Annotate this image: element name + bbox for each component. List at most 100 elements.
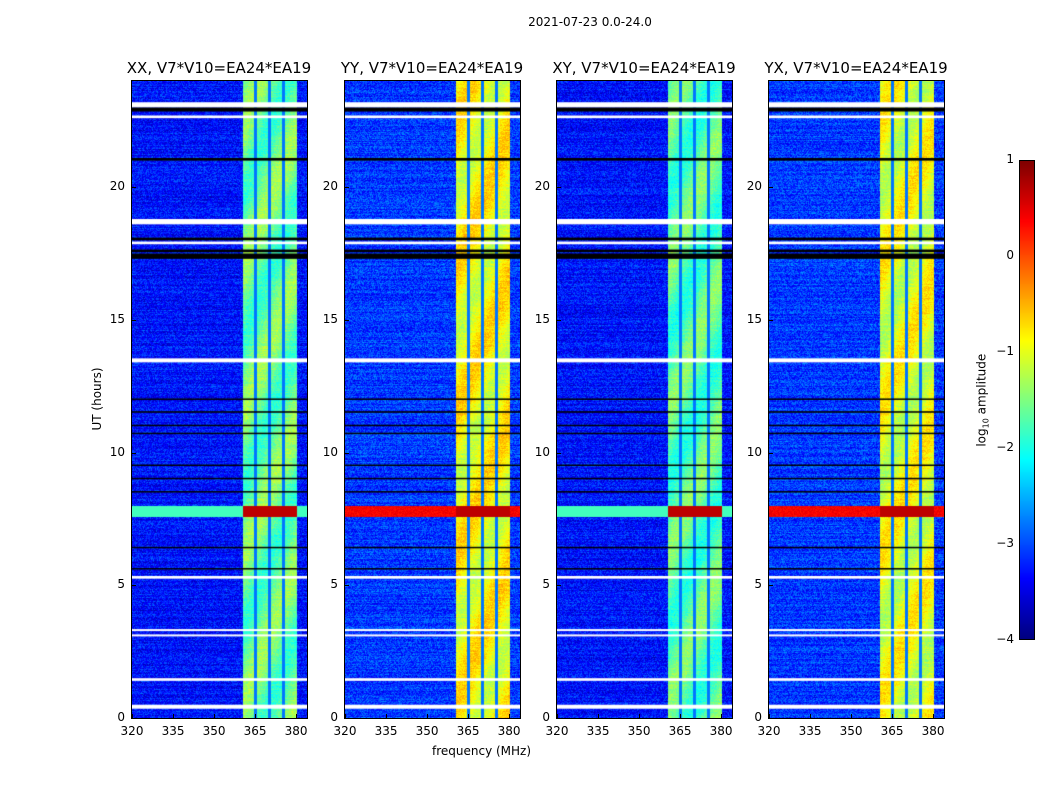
panel-title: XY, V7*V10=EA24*EA19: [552, 59, 736, 77]
y-tick-mark: [132, 452, 136, 454]
x-tick-label: 365: [668, 724, 692, 738]
x-tick-mark: [639, 714, 641, 718]
y-tick-label: 0: [117, 710, 125, 724]
x-tick-mark: [255, 714, 257, 718]
y-tick-label: 15: [534, 311, 550, 326]
y-tick-mark: [769, 187, 773, 189]
x-tick-label: 350: [415, 724, 439, 738]
panel-title: YX, V7*V10=EA24*EA19: [764, 59, 948, 77]
x-tick-mark: [132, 714, 133, 718]
x-tick-mark: [851, 714, 853, 718]
colorbar-gradient: [1020, 161, 1034, 639]
heatmap-image: [132, 81, 307, 718]
y-tick-label: 10: [109, 444, 125, 459]
x-tick-label: 320: [545, 724, 569, 738]
colorbar-tick-label: 0: [1006, 248, 1014, 262]
y-tick-mark: [345, 187, 349, 189]
y-tick-mark: [132, 718, 136, 719]
y-tick-label: 20: [746, 179, 762, 194]
x-tick-label: 365: [456, 724, 480, 738]
y-tick-mark: [769, 452, 773, 454]
colorbar-label-rest: amplitude: [974, 353, 989, 419]
y-tick-mark: [557, 452, 561, 454]
x-tick-label: 380: [497, 724, 521, 738]
x-tick-label: 350: [627, 724, 651, 738]
colorbar-tick-label: −4: [996, 632, 1014, 646]
y-tick-mark: [769, 585, 773, 587]
y-tick-mark: [345, 319, 349, 321]
y-tick-mark: [345, 452, 349, 454]
y-tick-label: 5: [542, 577, 550, 592]
x-tick-mark: [345, 714, 346, 718]
y-tick-mark: [769, 319, 773, 321]
y-tick-label: 5: [117, 577, 125, 592]
y-tick-mark: [769, 718, 773, 719]
panel-title: YY, V7*V10=EA24*EA19: [340, 59, 524, 77]
colorbar-tick-label: −2: [996, 440, 1014, 454]
x-tick-label: 335: [586, 724, 610, 738]
x-tick-mark: [933, 714, 935, 718]
x-tick-label: 350: [202, 724, 226, 738]
heatmap-panel: [131, 80, 308, 719]
heatmap-image: [345, 81, 520, 718]
x-tick-mark: [214, 714, 216, 718]
x-tick-mark: [468, 714, 470, 718]
x-tick-label: 335: [374, 724, 398, 738]
colorbar-label-sub: 10: [981, 418, 991, 429]
y-tick-label: 15: [746, 311, 762, 326]
colorbar-tick-label: −3: [996, 536, 1014, 550]
colorbar-label: log10 amplitude: [974, 348, 990, 453]
colorbar-tick-label: 1: [1006, 152, 1014, 166]
y-tick-mark: [557, 319, 561, 321]
x-tick-mark: [810, 714, 812, 718]
heatmap-panel: [556, 80, 733, 719]
colorbar: [1019, 160, 1035, 640]
y-tick-label: 10: [322, 444, 338, 459]
x-tick-mark: [598, 714, 600, 718]
x-tick-mark: [296, 714, 298, 718]
y-tick-label: 10: [746, 444, 762, 459]
y-tick-mark: [557, 187, 561, 189]
y-tick-label: 5: [330, 577, 338, 592]
x-tick-label: 350: [839, 724, 863, 738]
y-tick-label: 10: [534, 444, 550, 459]
x-tick-mark: [173, 714, 175, 718]
x-tick-label: 335: [161, 724, 185, 738]
y-tick-label: 15: [322, 311, 338, 326]
y-tick-mark: [132, 319, 136, 321]
x-tick-mark: [680, 714, 682, 718]
y-tick-mark: [557, 718, 561, 719]
y-axis-label: UT (hours): [90, 367, 104, 431]
x-tick-label: 320: [333, 724, 357, 738]
y-tick-label: 5: [754, 577, 762, 592]
heatmap-panel: [344, 80, 521, 719]
x-tick-label: 320: [120, 724, 144, 738]
y-tick-mark: [345, 718, 349, 719]
y-tick-mark: [557, 585, 561, 587]
y-tick-label: 15: [109, 311, 125, 326]
x-tick-mark: [509, 714, 511, 718]
x-axis-label: frequency (MHz): [432, 744, 532, 758]
x-tick-mark: [427, 714, 429, 718]
colorbar-tick-label: −1: [996, 344, 1014, 358]
x-tick-mark: [769, 714, 770, 718]
x-tick-label: 335: [798, 724, 822, 738]
panel-title: XX, V7*V10=EA24*EA19: [126, 59, 312, 77]
x-tick-mark: [892, 714, 894, 718]
y-tick-mark: [132, 187, 136, 189]
x-tick-label: 365: [243, 724, 267, 738]
x-tick-mark: [386, 714, 388, 718]
y-tick-label: 20: [322, 179, 338, 194]
x-tick-label: 380: [284, 724, 308, 738]
x-tick-label: 380: [709, 724, 733, 738]
y-tick-label: 0: [330, 710, 338, 724]
x-tick-mark: [557, 714, 558, 718]
heatmap-panel: [768, 80, 945, 719]
heatmap-image: [769, 81, 944, 718]
y-tick-mark: [132, 585, 136, 587]
y-tick-label: 20: [534, 179, 550, 194]
y-tick-label: 20: [109, 179, 125, 194]
x-tick-label: 380: [921, 724, 945, 738]
figure-title: 2021-07-23 0.0-24.0: [528, 15, 652, 29]
